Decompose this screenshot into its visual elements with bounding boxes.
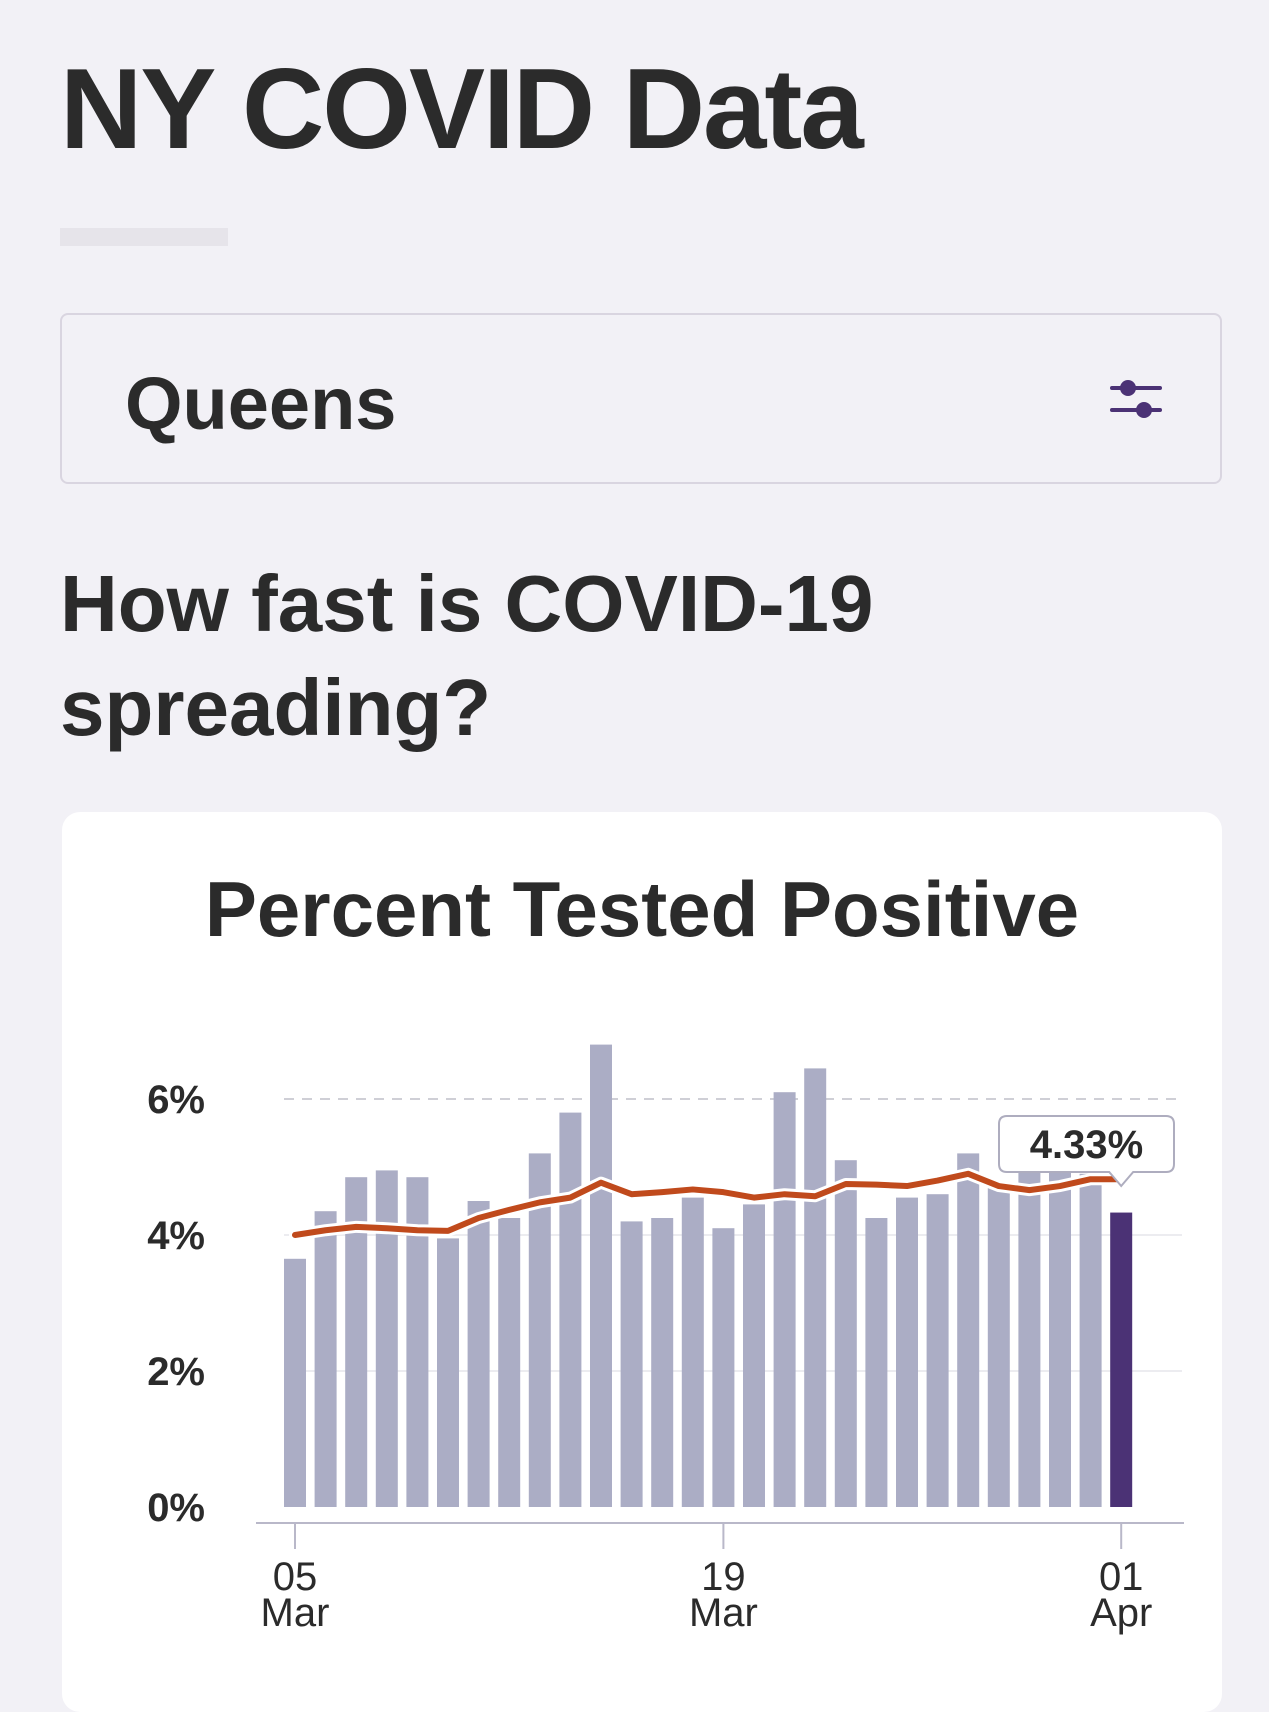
y-tick-label: 0% <box>147 1486 205 1530</box>
bar <box>528 1153 551 1507</box>
chart-title: Percent Tested Positive <box>204 865 1080 953</box>
bar <box>437 1238 459 1507</box>
bar <box>284 1258 306 1507</box>
value-tooltip <box>998 1115 1175 1188</box>
sliders-icon[interactable] <box>1110 377 1162 421</box>
bar <box>620 1221 643 1507</box>
bar <box>743 1204 765 1507</box>
bar <box>712 1228 735 1507</box>
title-divider <box>60 228 228 246</box>
bar <box>773 1092 796 1507</box>
bar <box>498 1218 521 1507</box>
bar <box>1018 1167 1041 1507</box>
section-heading: How fast is COVID-19 spreading? <box>60 559 874 752</box>
y-tick-label: 6% <box>147 1078 205 1122</box>
value-tooltip-label: 4.33% <box>1030 1123 1143 1167</box>
x-tick-label-month: Apr <box>1090 1591 1152 1635</box>
bar <box>406 1177 429 1507</box>
x-tick-label-day: 01 <box>1099 1555 1144 1599</box>
x-tick-label-day: 05 <box>273 1555 318 1599</box>
bar <box>590 1044 612 1507</box>
bar <box>926 1194 949 1507</box>
bar <box>375 1170 398 1507</box>
bar <box>804 1068 827 1507</box>
bar-highlight <box>1110 1212 1133 1507</box>
bar <box>467 1201 490 1507</box>
chart-card: Percent Tested Positive 0% 2% 4% 6% 05 Mar 19 M… <box>62 812 1222 1712</box>
region-selector[interactable]: Queens <box>60 313 1222 484</box>
bar <box>345 1177 368 1507</box>
bar <box>559 1112 582 1507</box>
y-tick-label: 4% <box>147 1214 205 1258</box>
bar <box>1049 1170 1071 1507</box>
bar <box>651 1218 674 1507</box>
trend-line <box>292 1170 1125 1238</box>
bar <box>834 1160 857 1507</box>
bar <box>314 1211 337 1507</box>
bar <box>1079 1173 1102 1507</box>
bar <box>957 1153 980 1507</box>
y-tick-label: 2% <box>147 1350 205 1394</box>
bar <box>681 1197 704 1507</box>
region-selector-value: Queens <box>125 362 397 445</box>
bar <box>865 1218 888 1507</box>
x-tick-label-month: Mar <box>689 1591 758 1635</box>
x-tick-label-month: Mar <box>261 1591 330 1635</box>
page-title: NY COVID Data <box>60 46 864 173</box>
bar <box>896 1197 918 1507</box>
x-tick-label-day: 19 <box>701 1555 746 1599</box>
bar <box>987 1187 1010 1507</box>
